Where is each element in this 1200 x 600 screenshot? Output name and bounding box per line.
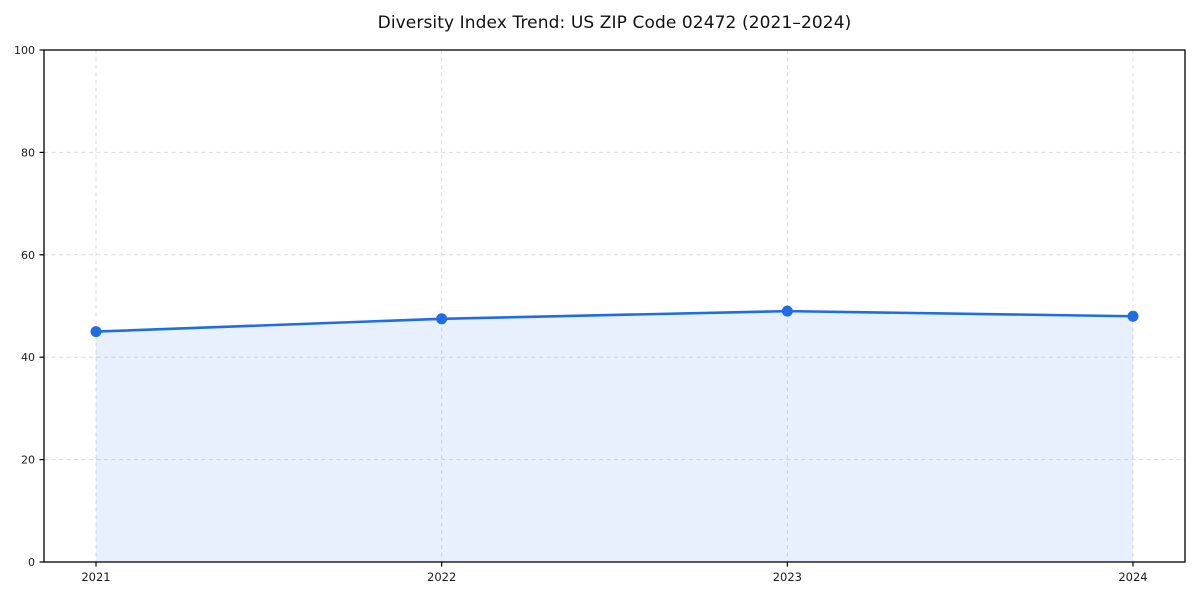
chart-title: Diversity Index Trend: US ZIP Code 02472… xyxy=(377,13,852,33)
x-tick-label: 2022 xyxy=(427,570,456,584)
x-tick-label: 2024 xyxy=(1118,570,1147,584)
y-tick-label: 0 xyxy=(28,556,35,569)
data-point xyxy=(781,305,793,317)
y-tick-label: 60 xyxy=(21,249,35,262)
data-point xyxy=(90,326,102,338)
y-tick-label: 100 xyxy=(14,44,35,57)
trend-line xyxy=(94,309,1135,333)
axis-frame xyxy=(43,49,1186,563)
x-tick-label: 2021 xyxy=(81,570,110,584)
data-point xyxy=(1127,310,1139,322)
y-tick-label: 20 xyxy=(21,454,35,467)
y-tick-label: 80 xyxy=(21,146,35,159)
area-fill xyxy=(96,311,1133,562)
y-tick-label: 40 xyxy=(21,351,35,364)
data-point xyxy=(436,313,448,325)
x-tick-label: 2023 xyxy=(773,570,802,584)
